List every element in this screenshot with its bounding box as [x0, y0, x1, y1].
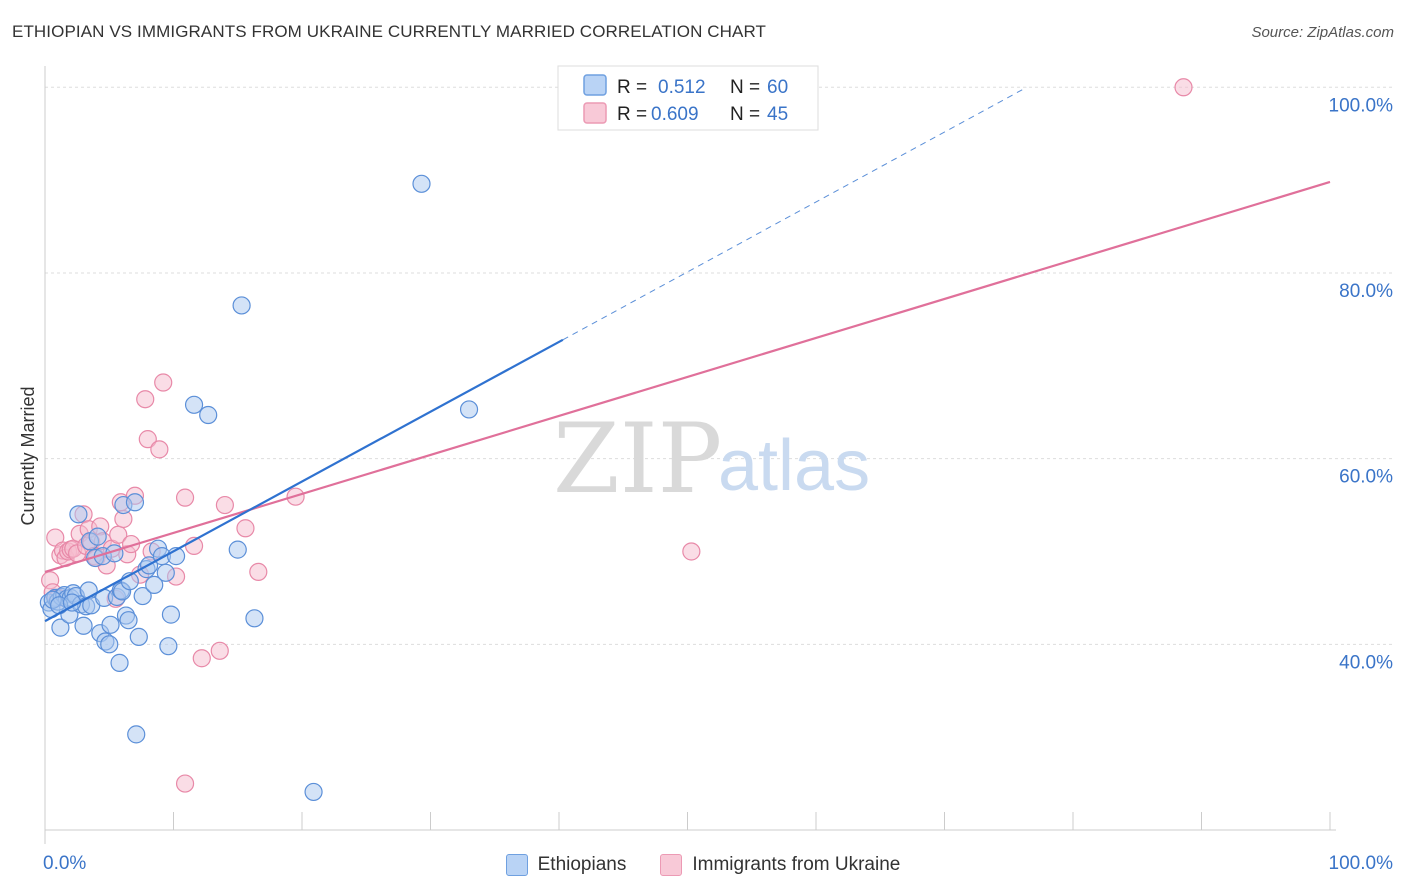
ukraine-point-36 [175, 488, 195, 507]
ethiopians-point-26 [101, 615, 120, 634]
stats-legend: R = 0.512 N = 60 R = 0.609 N = 45 [557, 65, 819, 131]
ukraine-point-34 [154, 373, 173, 392]
ukraine-point-43 [249, 562, 268, 582]
trend-lines [44, 86, 1331, 623]
ukraine-point-31 [138, 430, 157, 449]
x-tick-min: 0.0% [43, 853, 86, 874]
ethiopians-point-4 [51, 618, 70, 637]
grid-lines [45, 86, 1393, 645]
ethiopians-point-56 [459, 400, 479, 419]
legend-swatch-ukraine [660, 854, 683, 876]
y-tick-label-3: 100.0% [1329, 95, 1394, 116]
ukraine-point-42 [236, 519, 255, 538]
ethiopians-point-52 [232, 296, 251, 315]
ethiopians-point-38 [129, 627, 148, 646]
stats-n-label-1: N = [730, 77, 760, 98]
ukraine-point-33 [150, 440, 169, 459]
ukraine-point-40 [210, 641, 229, 660]
ethiopians-point-54 [304, 782, 323, 802]
ethiopians-point-25 [100, 635, 119, 654]
trend-line-ukraine [44, 180, 1331, 573]
ukraine-point-30 [136, 390, 155, 409]
ukraine-point-39 [192, 649, 211, 668]
ethiopians-point-37 [127, 725, 146, 744]
y-axis-label: Currently Married [18, 386, 38, 525]
stats-n-value-1: 60 [767, 77, 788, 98]
ethiopians-point-46 [159, 637, 178, 656]
y-tick-labels: 40.0% 60.0% 80.0% 100.0% [1329, 95, 1394, 673]
ethiopians-point-53 [245, 609, 264, 628]
ethiopians-point-36 [125, 493, 145, 512]
ethiopians-point-14 [74, 616, 93, 635]
stats-r-label-2: R = [617, 104, 647, 125]
ethiopians-point-42 [145, 575, 164, 595]
legend-swatch-ethiopians [505, 854, 528, 876]
stats-n-value-2: 45 [767, 104, 788, 125]
chart-title: ETHIOPIAN VS IMMIGRANTS FROM UKRAINE CUR… [12, 22, 767, 41]
bottom-legend: Ethiopians Immigrants from Ukraine [0, 850, 1406, 880]
stats-r-value-2: 0.609 [651, 104, 699, 125]
ethiopians-point-51 [228, 540, 247, 559]
legend-item-ukraine[interactable]: Immigrants from Ukraine [660, 854, 900, 876]
ethiopians-point-55 [412, 174, 431, 193]
stats-r-value-1: 0.512 [658, 77, 706, 98]
trend-line-ethiopians-extension [562, 86, 1027, 341]
y-tick-label-2: 80.0% [1339, 281, 1393, 302]
ethiopians-point-49 [184, 395, 204, 414]
y-tick-label-0: 40.0% [1339, 652, 1393, 673]
y-tick-label-1: 60.0% [1339, 467, 1393, 488]
stats-swatch-blue [583, 74, 607, 96]
ethiopians-point-39 [133, 586, 152, 606]
ethiopians-point-20 [88, 527, 107, 546]
ethiopians-point-47 [161, 605, 181, 624]
stats-n-label-2: N = [730, 104, 760, 125]
chart-source: Source: ZipAtlas.com [1251, 24, 1394, 41]
legend-label-ukraine: Immigrants from Ukraine [692, 854, 901, 875]
ukraine-point-46 [1174, 78, 1193, 97]
watermark-zip: ZIP [553, 403, 722, 515]
watermark-atlas: atlas [718, 426, 870, 506]
stats-swatch-pink [583, 102, 607, 124]
ukraine-point-41 [215, 495, 234, 515]
ethiopians-point-50 [199, 405, 218, 425]
ethiopians-point-34 [119, 611, 138, 630]
legend-label-ethiopians: Ethiopians [537, 854, 627, 875]
x-tick-max: 100.0% [1329, 853, 1394, 874]
series-ethiopians-points [39, 174, 479, 802]
ethiopians-point-45 [156, 563, 175, 582]
axes [44, 66, 1336, 844]
ukraine-point-45 [682, 542, 701, 561]
trend-line-ethiopians [44, 338, 564, 623]
ethiopians-point-29 [110, 653, 129, 672]
stats-r-label-1: R = [617, 77, 647, 98]
ukraine-point-37 [175, 774, 195, 793]
ethiopians-point-12 [69, 505, 88, 524]
legend-item-ethiopians[interactable]: Ethiopians [505, 854, 627, 876]
